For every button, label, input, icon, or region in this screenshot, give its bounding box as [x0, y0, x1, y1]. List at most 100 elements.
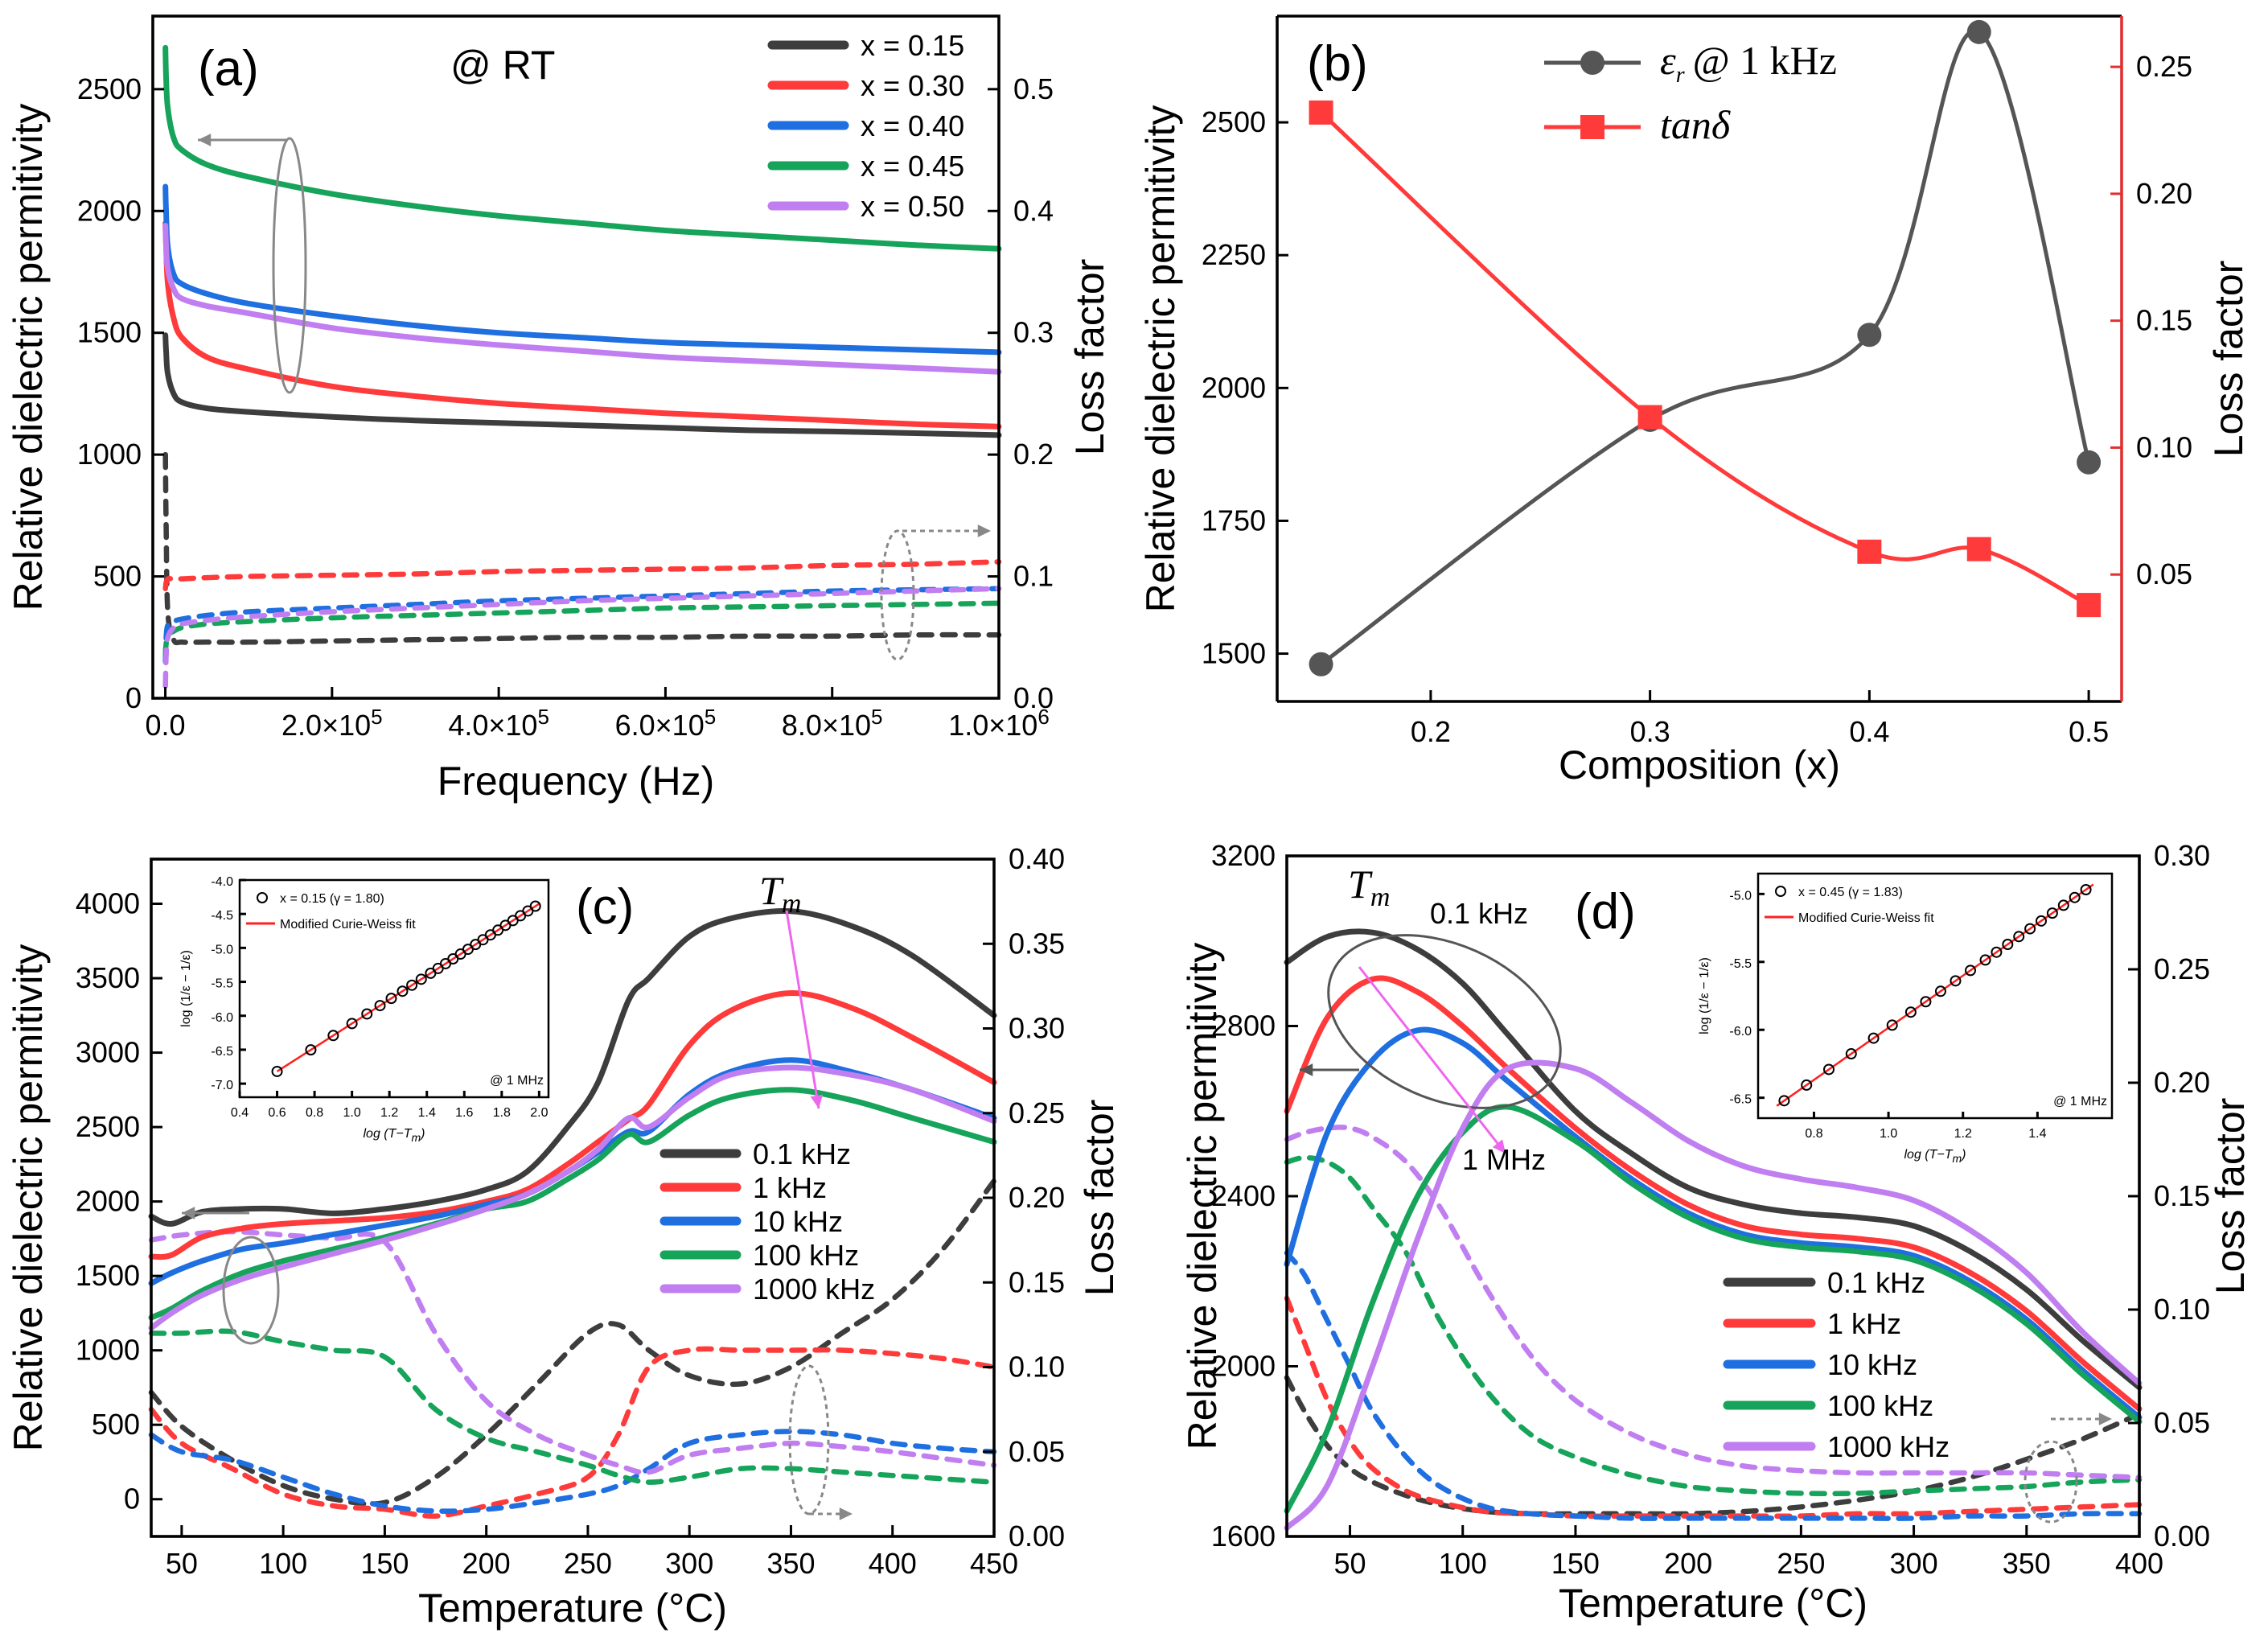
group-ellipse [222, 1236, 280, 1345]
left-arrow-head [198, 134, 212, 146]
x-axis-tick-exponent: 5 [371, 705, 382, 729]
legend-label-rest: @ 1 kHz [1693, 38, 1837, 83]
y-axis-tick-label: 1750 [1202, 504, 1266, 537]
inset-point [1979, 954, 1991, 966]
x-axis-tick-label: 400 [869, 1547, 917, 1580]
x-axis-tick-label: 50 [166, 1547, 198, 1580]
peak-label: Tm [1348, 862, 1390, 912]
inset-x-tick-label: 1.4 [418, 1106, 436, 1120]
x-axis-tick-label: 50 [1333, 1547, 1366, 1580]
y2-axis-tick-label: 0.00 [2154, 1520, 2210, 1553]
legend-label: 1000 kHz [1827, 1430, 1950, 1463]
inset-frame [1756, 872, 2114, 1120]
legend-label: 100 kHz [753, 1239, 859, 1272]
inset-x-tick-label: 1.8 [493, 1106, 511, 1120]
legend-label: 1 kHz [1827, 1307, 1901, 1340]
x-axis-title: Temperature (°C) [418, 1585, 727, 1631]
panel-label: (d) [1575, 884, 1636, 940]
legend-label: x = 0.50 [861, 190, 964, 223]
peak-shift-arrow-head [1492, 1139, 1506, 1154]
inset-legend-label: Modified Curie-Weiss fit [1798, 911, 1934, 925]
inset-point [529, 900, 541, 912]
inset-x-title-subscript: m [1953, 1152, 1962, 1165]
x-axis-tick-label: 0.0 [146, 709, 186, 742]
inset-x-tick-label: 1.2 [1954, 1127, 1972, 1141]
y2-axis-tick-label: 0.05 [1009, 1435, 1065, 1468]
permittivity-line [162, 220, 1002, 430]
inset-point [385, 993, 397, 1005]
peak-shift-arrow [1358, 966, 1507, 1154]
permittivity-line [1284, 1026, 2143, 1421]
panel-a-frame [151, 14, 1000, 700]
y-axis-title: Relative dielectric permitivity [6, 944, 51, 1452]
x-axis-tick-label: 100 [1439, 1547, 1487, 1580]
inset-point [2002, 939, 2014, 951]
x-axis-tick-exponent: 5 [871, 705, 882, 729]
inset-point [415, 973, 427, 985]
y2-axis-tick-label: 0.35 [1009, 927, 1065, 960]
panel-label: (a) [198, 41, 259, 97]
x-axis-tick-label: 6.0×105 [615, 705, 717, 742]
inset-background [240, 880, 549, 1097]
inset-y-title: log (1/ε − 1/ε) [1698, 957, 1711, 1034]
x-axis-tick-label: 0.4 [1849, 715, 1889, 748]
low-frequency-label: 0.1 kHz [1430, 897, 1528, 930]
y-axis-tick-label: 2000 [1202, 371, 1266, 404]
inset-point [327, 1030, 339, 1042]
inset-x-title-subscript: m [412, 1131, 421, 1144]
legend-label: εr @ 1 kHz [1660, 38, 1837, 88]
y-axis-tick-label: 2250 [1202, 238, 1266, 271]
y-axis-tick-label: 4000 [76, 887, 140, 920]
y-axis-tick-label: 2500 [76, 1110, 140, 1143]
loss-line [1319, 111, 2090, 607]
fit-line [1776, 883, 2094, 1107]
legend-label-subscript: r [1676, 63, 1685, 88]
y2-axis-tick-label: 0.25 [2154, 952, 2210, 985]
loss-line [162, 586, 1002, 689]
x-axis-tick-label: 400 [2115, 1547, 2163, 1580]
inset-point [1934, 985, 1946, 997]
panel-label: (b) [1307, 36, 1368, 92]
x-axis-title: Frequency (Hz) [438, 759, 715, 804]
x-axis-tick-label: 0.5 [2069, 715, 2109, 748]
inset-x-tick-label: 0.4 [231, 1106, 249, 1120]
panel-label: (c) [576, 879, 634, 935]
inset-legend-label: Modified Curie-Weiss fit [280, 918, 416, 932]
y2-axis-tick-label: 0.00 [1009, 1520, 1065, 1553]
loss-line [148, 1178, 997, 1507]
inset-x-title-end: ) [419, 1127, 425, 1141]
y-axis-title: Relative dielectric permitivity [1180, 943, 1225, 1450]
y2-axis-tick-label: 0.10 [2136, 430, 2192, 463]
permittivity-line [148, 1064, 997, 1331]
peak-shift-arrow-head [810, 1094, 824, 1108]
loss-point [1309, 100, 1333, 125]
permittivity-point [1966, 19, 1991, 44]
y2-axis-title: Loss factor [1067, 259, 1112, 456]
inset-y-tick-label: -5.5 [1729, 957, 1752, 971]
inset-point [305, 1044, 317, 1056]
y2-axis-tick-label: 0.10 [2154, 1293, 2210, 1326]
permittivity-line [162, 183, 1002, 356]
y2-axis-title: Loss factor [2208, 1098, 2253, 1295]
inset-point [1904, 1006, 1917, 1018]
inset-point [1778, 1095, 1790, 1107]
x-axis-tick-label: 0.2 [1411, 715, 1451, 748]
panel-c: 50 100 150 200 250 300 350 400 450 0 500 1000 1500 20… [6, 842, 1122, 1631]
legend-label: x = 0.30 [861, 69, 964, 102]
legend-label: 0.1 kHz [753, 1137, 851, 1170]
inset-point [2069, 891, 2081, 903]
inset-legend-label: x = 0.15 (γ = 1.80) [280, 892, 384, 906]
legend-label: tanδ [1660, 102, 1731, 147]
inset-legend-label: x = 0.45 (γ = 1.83) [1798, 886, 1903, 899]
legend-label: x = 0.40 [861, 109, 964, 142]
y-axis-tick-label: 1500 [1202, 637, 1266, 670]
y-axis-tick-label: 1600 [1211, 1520, 1276, 1553]
x-axis-tick-label: 4.0×105 [448, 705, 549, 742]
y2-axis-title: Loss factor [1077, 1100, 1122, 1297]
right-arrow-head [2098, 1413, 2112, 1425]
inset-point [1845, 1048, 1857, 1060]
inset-point [271, 1065, 283, 1077]
loss-line [1284, 1295, 2143, 1520]
legend-marker [1580, 51, 1604, 75]
